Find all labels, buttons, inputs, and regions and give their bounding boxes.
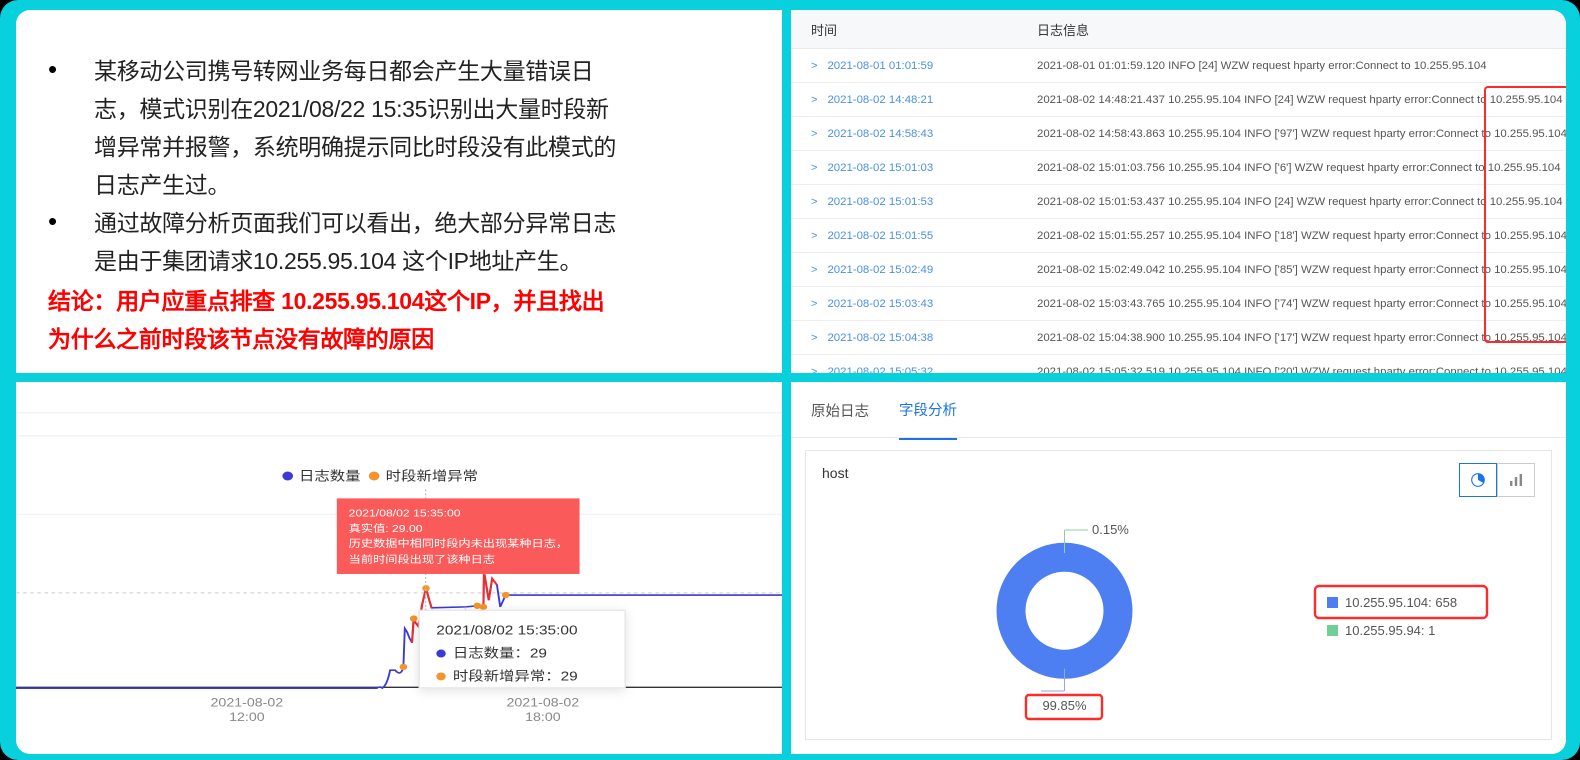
svg-text:10.255.95.104: 658: 10.255.95.104: 658 bbox=[1345, 595, 1457, 610]
svg-text:10.255.95.94: 1: 10.255.95.94: 1 bbox=[1345, 623, 1435, 638]
svg-text:0.15%: 0.15% bbox=[1092, 522, 1129, 537]
svg-text:99.85%: 99.85% bbox=[1042, 698, 1087, 713]
